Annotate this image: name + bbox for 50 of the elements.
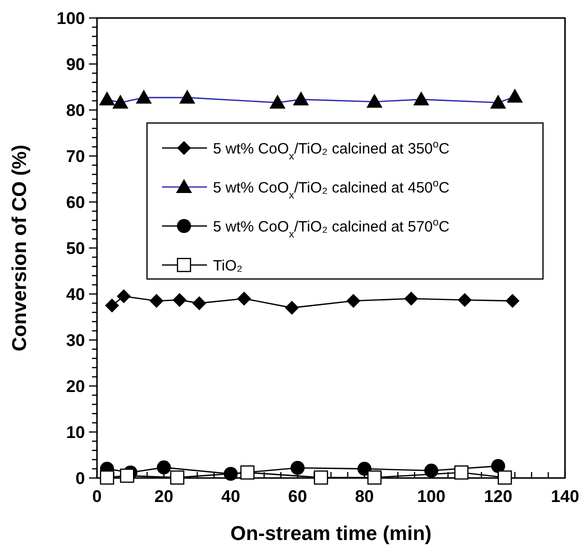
point [498,470,512,485]
point [290,460,305,475]
y-tick-label: 30 [66,330,85,350]
point [346,294,360,308]
point [237,292,252,306]
legend-label: 5 wt% CoO$_{x}$/TiO₂ calcined at 450$^{o}$C [213,177,450,202]
x-tick-label: 140 [550,487,580,506]
point [367,470,382,485]
y-tick-label: 60 [66,192,85,212]
x-tick-label: 40 [221,487,240,506]
point [150,294,164,308]
point [458,292,472,307]
point [491,459,506,474]
point [192,296,206,310]
point [156,460,171,474]
point [424,464,438,478]
y-tick-label: 0 [76,468,85,488]
y-tick-label: 20 [66,376,85,396]
x-tick-label: 0 [92,487,102,506]
y-tick-label: 40 [66,284,85,304]
point [100,470,114,485]
x-tick-label: 60 [288,487,308,506]
point [105,298,120,312]
point [170,470,184,485]
point [172,292,187,307]
point [404,292,418,306]
point [506,294,520,308]
x-tick-label: 20 [154,487,174,506]
x-axis-title: On-stream time (min) [230,523,432,545]
point [357,462,372,476]
y-tick-label: 90 [66,54,85,74]
point [240,465,255,480]
point [120,468,134,483]
x-tick-label: 120 [484,487,512,506]
point [224,466,238,481]
point [454,465,468,480]
point [116,289,131,304]
legend-label: 5 wt% CoO$_{x}$/TiO₂ calcined at 570$^{o}$C [213,216,450,240]
y-tick-label: 50 [66,238,85,258]
y-tick-label: 10 [66,422,85,442]
y-tick-label: 70 [66,146,85,166]
y-axis-title: Conversion of CO (%) [9,144,31,352]
x-tick-label: 100 [417,487,446,506]
point [284,300,299,315]
legend-label: TiO₂ [213,257,243,274]
y-tick-label: 80 [66,100,85,120]
point [314,470,328,485]
legend-label: 5 wt% CoO$_{x}$/TiO₂ calcined at 350$^{o}$C [213,138,450,162]
y-tick-label: 100 [56,8,85,28]
x-tick-label: 80 [354,487,374,506]
